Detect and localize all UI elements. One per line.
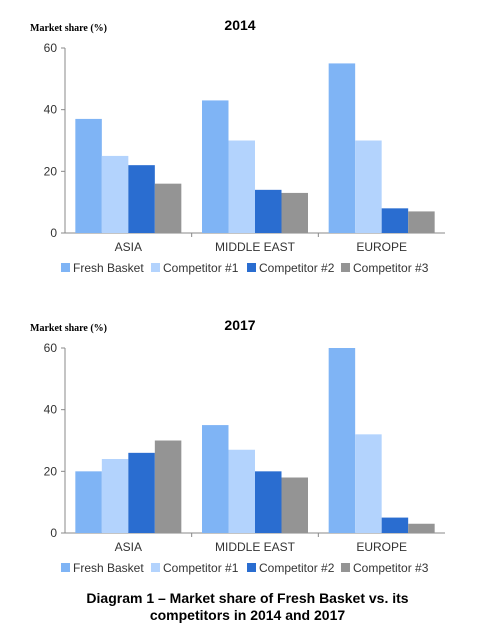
chart-2014-legend-label-competitor-1: Competitor #1 <box>163 261 239 275</box>
chart-2014-bar-asia-competitor-1 <box>101 155 129 233</box>
chart-2017-bar-asia-fresh-basket <box>75 471 102 533</box>
chart-2017-ytick-label: 0 <box>50 526 57 540</box>
caption-line-2: competitors in 2014 and 2017 <box>149 607 346 623</box>
chart-2014-legend-swatch-competitor-3 <box>341 263 350 272</box>
caption-line-1: Diagram 1 – Market share of Fresh Basket… <box>86 590 409 606</box>
chart-2017-ytick-label: 20 <box>44 464 58 478</box>
chart-2017-ylabel: Market share (%) <box>30 323 107 334</box>
chart-2017-legend-label-fresh-basket: Fresh Basket <box>73 561 144 575</box>
chart-2017-legend-swatch-competitor-1 <box>151 563 160 572</box>
chart-2014-legend-label-competitor-3: Competitor #3 <box>353 261 429 275</box>
chart-2014-ytick-label: 60 <box>44 41 58 55</box>
chart-2014-bar-middle-east-competitor-3 <box>281 192 308 233</box>
chart-2014-bar-middle-east-fresh-basket <box>202 100 229 234</box>
chart-2017-ytick-label: 60 <box>44 341 58 355</box>
chart-2014-legend-label-fresh-basket: Fresh Basket <box>73 261 144 275</box>
chart-2014-title: 2014 <box>224 17 255 33</box>
chart-2014-bar-middle-east-competitor-1 <box>228 140 255 233</box>
diagram-caption: Diagram 1 – Market share of Fresh Basket… <box>0 590 495 624</box>
chart-2017-bar-asia-competitor-2 <box>128 452 155 533</box>
chart-2017-legend-swatch-fresh-basket <box>61 563 70 572</box>
chart-2014-bar-europe-competitor-1 <box>355 140 382 233</box>
chart-2014-bar-europe-competitor-3 <box>408 211 435 233</box>
chart-2014-category-label-middle-east: MIDDLE EAST <box>215 240 296 254</box>
chart-2017-bar-middle-east-fresh-basket <box>202 425 229 533</box>
chart-2017-svg: Market share (%) 2017 0 20 40 60 ASIA MIDDLE EA… <box>30 317 445 575</box>
chart-2014: Market share (%) 2014 0 20 40 60 ASIA MIDDLE EA… <box>0 0 495 290</box>
chart-2014-svg: Market share (%) 2014 0 20 40 60 ASIA MIDDLE EA… <box>30 17 445 275</box>
chart-2017-bar-asia-competitor-3 <box>154 440 182 533</box>
chart-2014-bar-asia-fresh-basket <box>75 118 102 233</box>
chart-2017-legend-label-competitor-3: Competitor #3 <box>353 561 429 575</box>
chart-2017-bar-middle-east-competitor-1 <box>228 449 255 533</box>
chart-2017-bar-asia-competitor-1 <box>101 459 129 533</box>
chart-2014-bar-asia-competitor-3 <box>154 183 182 233</box>
chart-2014-legend-swatch-competitor-1 <box>151 263 160 272</box>
chart-2017-legend: Fresh Basket Competitor #1 Competitor #2 Co… <box>61 561 429 575</box>
chart-2014-bar-asia-competitor-2 <box>128 165 155 233</box>
chart-2014-category-label-asia: ASIA <box>115 240 142 254</box>
chart-2017-legend-label-competitor-1: Competitor #1 <box>163 561 239 575</box>
chart-2017-bar-middle-east-competitor-3 <box>281 477 308 533</box>
chart-2014-ytick-label: 20 <box>44 164 58 178</box>
chart-2014-legend-label-competitor-2: Competitor #2 <box>259 261 335 275</box>
chart-2014-legend: Fresh Basket Competitor #1 Competitor #2 Co… <box>61 261 429 275</box>
chart-2017-bar-europe-competitor-2 <box>381 517 409 533</box>
chart-2017-legend-swatch-competitor-3 <box>341 563 350 572</box>
chart-2014-category-label-europe: EUROPE <box>356 240 407 254</box>
chart-2017-title: 2017 <box>224 317 255 333</box>
chart-2014-ytick-label: 0 <box>50 226 57 240</box>
chart-2017-legend-label-competitor-2: Competitor #2 <box>259 561 335 575</box>
chart-2014-bar-europe-fresh-basket <box>328 63 356 233</box>
chart-2014-legend-swatch-fresh-basket <box>61 263 70 272</box>
chart-2014-legend-swatch-competitor-2 <box>247 263 256 272</box>
chart-2017-bar-europe-competitor-3 <box>408 523 435 533</box>
chart-2017-bar-middle-east-competitor-2 <box>255 471 282 533</box>
chart-2017-category-label-asia: ASIA <box>115 540 142 554</box>
chart-2017-category-label-europe: EUROPE <box>356 540 407 554</box>
chart-2017-legend-swatch-competitor-2 <box>247 563 256 572</box>
chart-2017-bar-europe-fresh-basket <box>328 348 356 533</box>
chart-2017-category-label-middle-east: MIDDLE EAST <box>215 540 296 554</box>
chart-2014-ylabel: Market share (%) <box>30 23 107 34</box>
chart-2014-ytick-label: 40 <box>44 103 58 117</box>
chart-2017-bar-europe-competitor-1 <box>355 434 382 533</box>
chart-2017: Market share (%) 2017 0 20 40 60 ASIA MIDDLE EA… <box>0 300 495 590</box>
chart-2014-bar-middle-east-competitor-2 <box>255 189 282 233</box>
chart-2017-ytick-label: 40 <box>44 403 58 417</box>
chart-2014-bar-europe-competitor-2 <box>381 208 409 233</box>
